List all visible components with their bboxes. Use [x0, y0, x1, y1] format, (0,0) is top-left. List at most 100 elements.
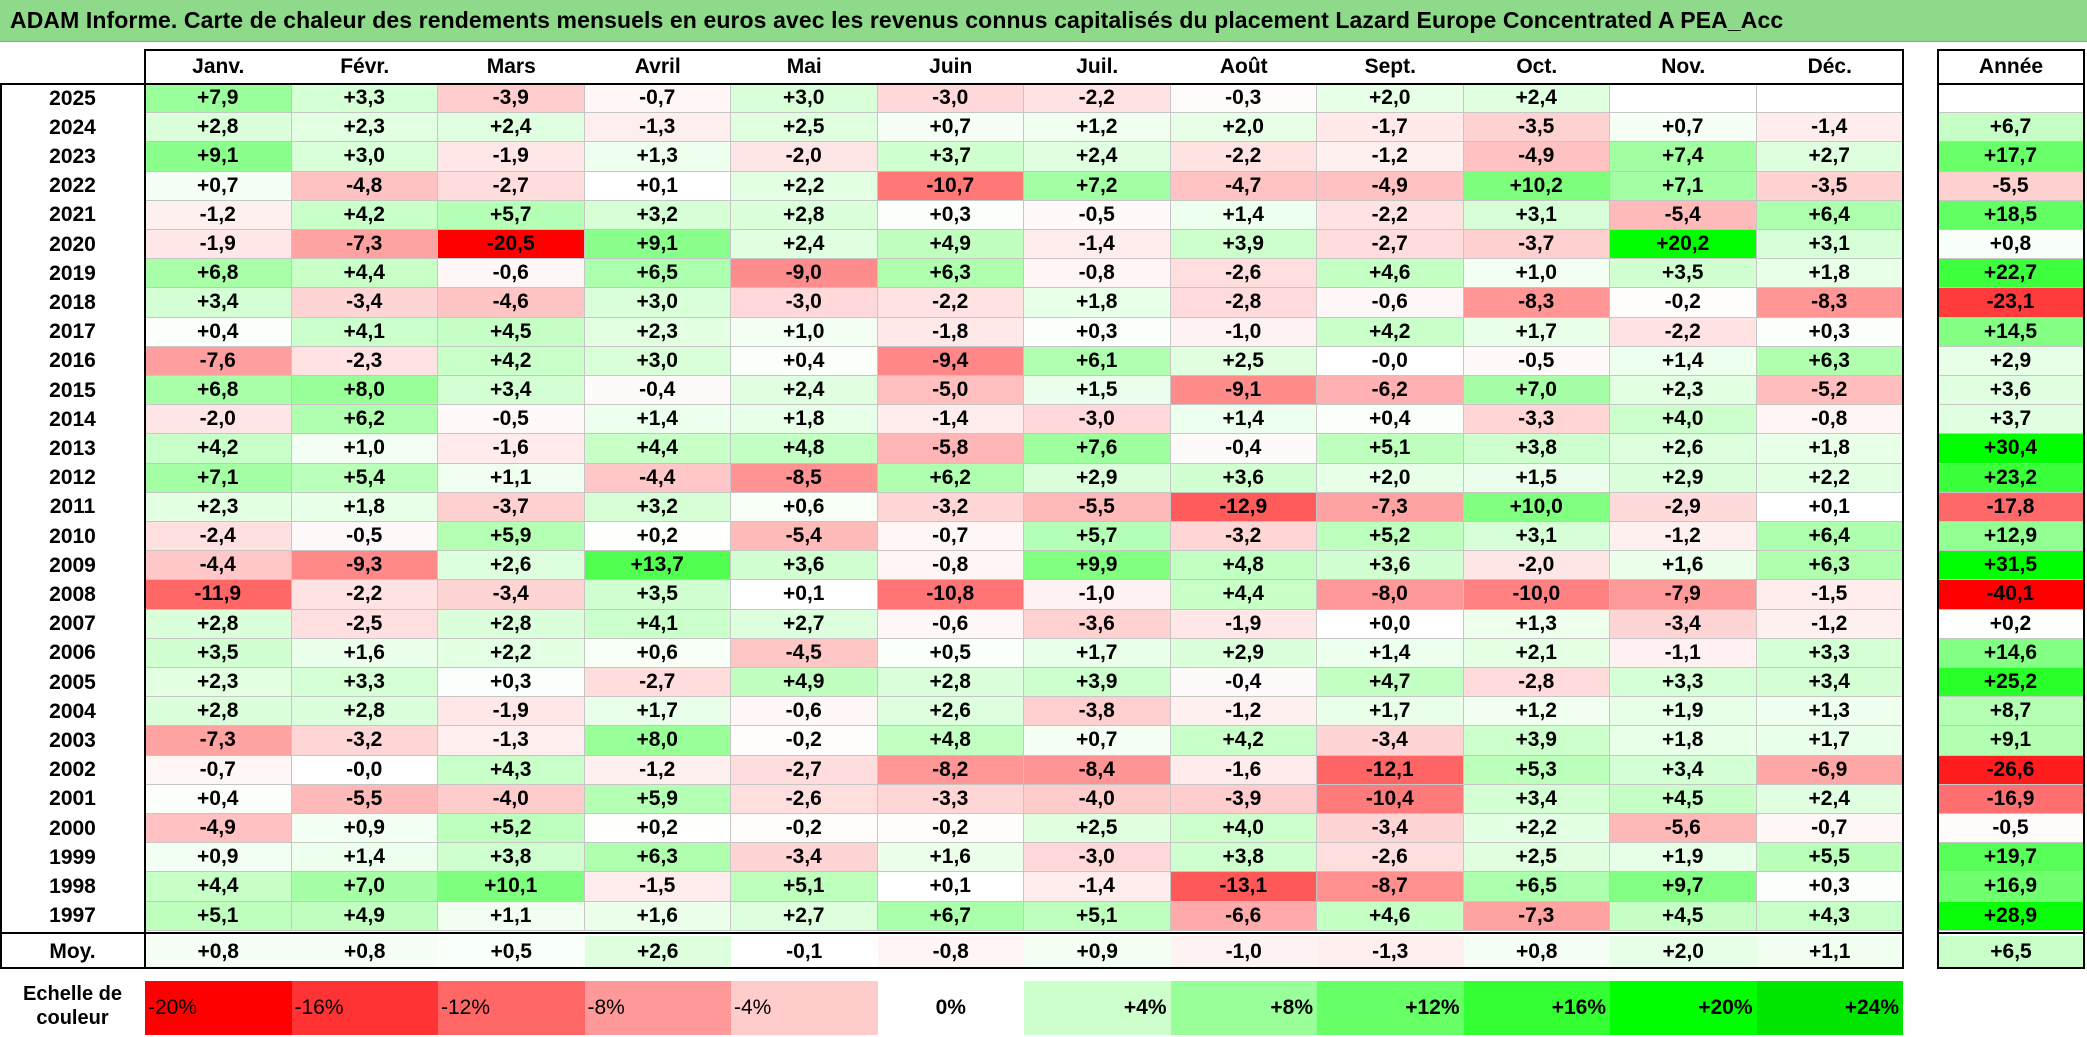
heatmap-cell: +6,4 — [1756, 522, 1903, 552]
average-cell: +1,1 — [1756, 936, 1903, 968]
annual-header: Année — [1978, 54, 2044, 78]
average-cell: -1,0 — [1170, 936, 1317, 968]
heatmap-cell: +2,6 — [438, 551, 585, 581]
heatmap-cell: -2,0 — [1463, 551, 1610, 581]
month-header: Août — [1219, 54, 1268, 78]
heatmap-cell: +0,0 — [1317, 609, 1464, 639]
heatmap-cell: +5,2 — [1317, 522, 1464, 552]
heatmap-cell: -3,2 — [291, 726, 438, 756]
heatmap-cell: +0,7 — [145, 171, 292, 201]
heatmap-cell: +9,7 — [1610, 872, 1757, 902]
scale-step: -12% — [438, 981, 585, 1035]
heatmap-cell: -1,9 — [438, 142, 585, 172]
scale-step: +20% — [1610, 981, 1757, 1035]
heatmap-cell: -0,7 — [584, 84, 731, 114]
heatmap-cell: +5,2 — [438, 814, 585, 844]
heatmap-cell: +1,7 — [1756, 726, 1903, 756]
heatmap-cell: +2,8 — [145, 609, 292, 639]
heatmap-cell: +3,4 — [1463, 784, 1610, 814]
heatmap-cell: +6,1 — [1024, 346, 1171, 376]
heatmap-cell: -3,8 — [1024, 697, 1171, 727]
heatmap-cell: +4,9 — [877, 230, 1024, 260]
heatmap-cell: +6,8 — [145, 259, 292, 289]
heatmap-cell: +2,3 — [145, 492, 292, 522]
heatmap-cell: +2,4 — [1756, 784, 1903, 814]
heatmap-cell: -3,7 — [438, 492, 585, 522]
heatmap-cell: -0,6 — [438, 259, 585, 289]
heatmap-cell: -1,3 — [584, 113, 731, 143]
heatmap-cell: -3,0 — [877, 84, 1024, 114]
heatmap-cell: -0,4 — [1170, 434, 1317, 464]
heatmap-cell: -0,5 — [438, 405, 585, 435]
heatmap-cell: +1,4 — [1610, 346, 1757, 376]
year-label: 2024 — [49, 115, 96, 139]
heatmap-cell: -2,2 — [1024, 84, 1171, 114]
heatmap-cell: +6,3 — [1756, 346, 1903, 376]
heatmap-cell: -8,5 — [731, 463, 878, 493]
annual-cell: -23,1 — [1938, 288, 2084, 318]
heatmap-cell: -3,0 — [1024, 843, 1171, 873]
heatmap-cell: -3,3 — [1463, 405, 1610, 435]
heatmap-cell: +3,6 — [731, 551, 878, 581]
scale-step: 0% — [877, 981, 1024, 1035]
heatmap-cell: +7,0 — [291, 872, 438, 902]
heatmap-cell: +0,3 — [438, 668, 585, 698]
heatmap-cell: -1,4 — [1024, 872, 1171, 902]
heatmap-cell: -0,8 — [1024, 259, 1171, 289]
heatmap-cell: +1,1 — [438, 463, 585, 493]
heatmap-cell: -0,0 — [291, 755, 438, 785]
heatmap-cell: -0,7 — [877, 522, 1024, 552]
annual-cell: +12,9 — [1938, 522, 2084, 552]
heatmap-cell: +4,8 — [877, 726, 1024, 756]
heatmap-cell: -10,8 — [877, 580, 1024, 610]
heatmap-cell: +2,1 — [1463, 638, 1610, 668]
heatmap-cell: +6,8 — [145, 376, 292, 406]
heatmap-cell: +3,3 — [291, 84, 438, 114]
heatmap-cell: +2,4 — [731, 230, 878, 260]
year-label: 2015 — [49, 378, 96, 402]
heatmap-cell: +5,4 — [291, 463, 438, 493]
heatmap-cell: +4,1 — [584, 609, 731, 639]
heatmap-cell: -12,1 — [1317, 755, 1464, 785]
heatmap-cell: +2,4 — [731, 376, 878, 406]
heatmap-cell: -20,5 — [438, 230, 585, 260]
month-header: Janv. — [192, 54, 245, 78]
heatmap-cell: +3,7 — [877, 142, 1024, 172]
heatmap-cell: +3,5 — [1610, 259, 1757, 289]
heatmap-cell: -8,2 — [877, 755, 1024, 785]
heatmap-cell: +4,8 — [1170, 551, 1317, 581]
heatmap-cell: -0,6 — [877, 609, 1024, 639]
heatmap-cell: -3,2 — [877, 492, 1024, 522]
heatmap-cell: -2,3 — [291, 346, 438, 376]
heatmap-cell: -2,2 — [1170, 142, 1317, 172]
heatmap-cell: +4,8 — [731, 434, 878, 464]
heatmap-cell: -3,5 — [1463, 113, 1610, 143]
heatmap-cell: +1,4 — [291, 843, 438, 873]
heatmap-cell: +1,4 — [1317, 638, 1464, 668]
heatmap-cell: -2,2 — [877, 288, 1024, 318]
heatmap-cell: +0,7 — [1024, 726, 1171, 756]
heatmap-cell: +3,4 — [438, 376, 585, 406]
average-cell: +0,8 — [1463, 936, 1610, 968]
heatmap-cell: -4,8 — [291, 171, 438, 201]
heatmap-cell: -9,1 — [1170, 376, 1317, 406]
heatmap-cell: -3,4 — [731, 843, 878, 873]
heatmap-cell: +1,3 — [1463, 609, 1610, 639]
heatmap-cell: +0,6 — [731, 492, 878, 522]
average-divider — [0, 931, 1904, 934]
month-header: Juil. — [1076, 54, 1119, 78]
year-label: 2007 — [49, 612, 96, 636]
heatmap-cell: +0,7 — [877, 113, 1024, 143]
heatmap-cell: +4,9 — [731, 668, 878, 698]
annual-cell: +17,7 — [1938, 142, 2084, 172]
heatmap-cell: +4,0 — [1610, 405, 1757, 435]
heatmap-cell: +6,5 — [584, 259, 731, 289]
heatmap-cell: -2,8 — [1170, 288, 1317, 318]
annual-cell: +6,7 — [1938, 113, 2084, 143]
heatmap-cell: +4,5 — [1610, 901, 1757, 931]
heatmap-cell: +1,4 — [584, 405, 731, 435]
heatmap-cell: -3,4 — [1317, 814, 1464, 844]
heatmap-cell: +3,8 — [1170, 843, 1317, 873]
heatmap-cell: +20,2 — [1610, 230, 1757, 260]
annual-cell: +19,7 — [1938, 843, 2084, 873]
